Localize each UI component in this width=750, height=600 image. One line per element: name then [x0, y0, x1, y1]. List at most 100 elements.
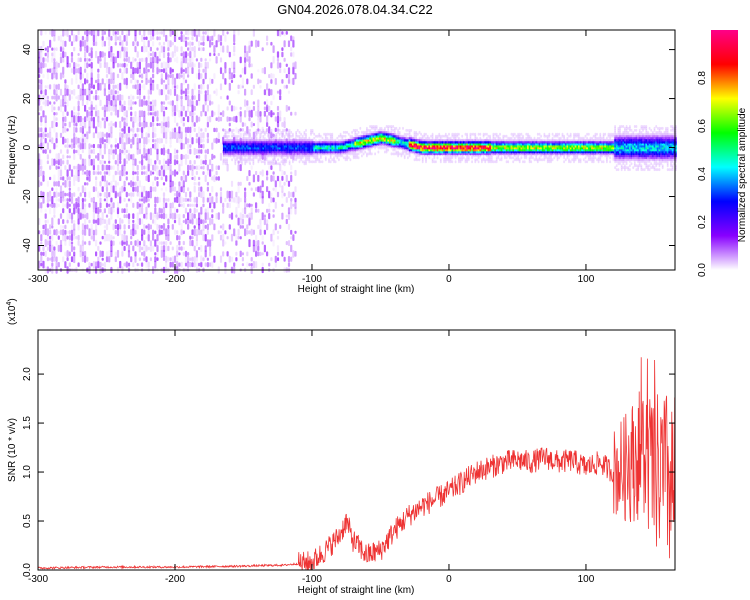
heatmap-cell [490, 158, 493, 162]
heatmap-cell [154, 230, 157, 235]
heatmap-cell [211, 163, 214, 172]
heatmap-cell [393, 126, 396, 130]
heatmap-cell [145, 136, 148, 145]
heatmap-cell [99, 208, 102, 213]
heatmap-cell [228, 67, 231, 74]
heatmap-cell [329, 132, 332, 136]
heatmap-cell [110, 89, 113, 96]
heatmap-cell [274, 223, 277, 231]
heatmap-cell [114, 230, 117, 235]
heatmap-cell [77, 186, 80, 192]
heatmap-cell [527, 138, 529, 142]
heatmap-cell [281, 251, 284, 257]
heatmap-cell [173, 186, 177, 192]
heatmap-cell [517, 132, 519, 136]
heatmap-cell [449, 160, 452, 164]
heatmap-cell [114, 99, 117, 107]
heatmap-cell [88, 203, 91, 208]
heatmap-cell [274, 116, 277, 122]
heatmap-cell [59, 244, 63, 253]
heatmap-cell [154, 214, 157, 218]
heatmap-cell [471, 160, 473, 164]
heatmap-cell [59, 224, 63, 229]
heatmap-cell [156, 153, 159, 161]
heatmap-cell [191, 239, 194, 247]
heatmap-cell [290, 256, 293, 262]
heatmap-cell [49, 149, 52, 154]
heatmap-cell [59, 164, 63, 171]
heatmap-cell [55, 191, 58, 198]
heatmap-cell [264, 160, 266, 164]
heatmap-cell [195, 148, 198, 154]
heatmap-cell [235, 106, 238, 111]
heatmap-cell [184, 40, 188, 48]
heatmap-cell [81, 73, 84, 79]
heatmap-cell [540, 138, 542, 142]
heatmap-cell [127, 262, 131, 267]
heatmap-cell [53, 115, 56, 123]
heatmap-cell [156, 110, 159, 117]
heatmap-cell [180, 67, 183, 74]
heatmap-cell [143, 67, 146, 74]
heatmap-cell [331, 134, 334, 138]
heatmap-cell [338, 158, 340, 162]
heatmap-cell [136, 239, 139, 247]
heatmap-cell [219, 255, 223, 263]
heatmap-cell [92, 41, 95, 46]
heatmap-cell [259, 136, 261, 140]
heatmap-cell [270, 165, 273, 171]
heatmap-cell [204, 58, 207, 62]
heatmap-cell [418, 138, 421, 142]
heatmap-cell [162, 144, 166, 148]
heatmap-cell [116, 192, 120, 197]
heatmap-cell [176, 138, 179, 144]
heatmap-cell [266, 88, 269, 96]
heatmap-cell [92, 186, 95, 193]
heatmap-cell [125, 133, 128, 138]
heatmap-cell [108, 105, 111, 112]
heatmap-cell [59, 46, 63, 52]
heatmap-cell [248, 230, 251, 235]
heatmap-cell [300, 136, 302, 140]
heatmap-cell [195, 133, 198, 138]
heatmap-cell [130, 192, 133, 197]
heatmap-cell [152, 126, 155, 134]
heatmap-cell [136, 175, 139, 182]
heatmap-cell [86, 41, 89, 46]
heatmap-cell [84, 228, 87, 236]
heatmap-cell [187, 170, 190, 176]
heatmap-cell [260, 156, 263, 160]
heatmap-cell [410, 128, 413, 132]
heatmap-cell [86, 79, 89, 84]
heatmap-cell [55, 117, 58, 122]
heatmap-cell [390, 126, 393, 130]
heatmap-cell [119, 82, 122, 91]
heatmap-cell [244, 201, 247, 210]
heatmap-cell [49, 190, 52, 199]
heatmap-cell [66, 62, 69, 68]
heatmap-cell [239, 197, 242, 203]
heatmap-cell [276, 175, 280, 182]
heatmap-cell [114, 138, 117, 144]
heatmap-cell [385, 148, 388, 152]
heatmap-cell [248, 117, 251, 122]
heatmap-cell [324, 132, 327, 136]
heatmap-cell [202, 191, 205, 199]
heatmap-cell [499, 138, 501, 142]
heatmap-cell [264, 156, 266, 160]
heatmap-cell [232, 132, 235, 136]
heatmap-cell [70, 196, 74, 204]
heatmap-cell [105, 219, 109, 224]
heatmap-cell [62, 47, 65, 52]
heatmap-cell [254, 138, 256, 142]
heatmap-cell [257, 130, 260, 134]
heatmap-cell [367, 128, 370, 132]
heatmap-cell [180, 131, 183, 140]
heatmap-cell [64, 138, 67, 143]
heatmap-cell [79, 40, 82, 48]
heatmap-cell [206, 121, 209, 128]
heatmap-cell [88, 175, 91, 182]
heatmap-cell [112, 174, 115, 183]
heatmap-cell [211, 78, 214, 84]
heatmap-cell [230, 197, 234, 203]
